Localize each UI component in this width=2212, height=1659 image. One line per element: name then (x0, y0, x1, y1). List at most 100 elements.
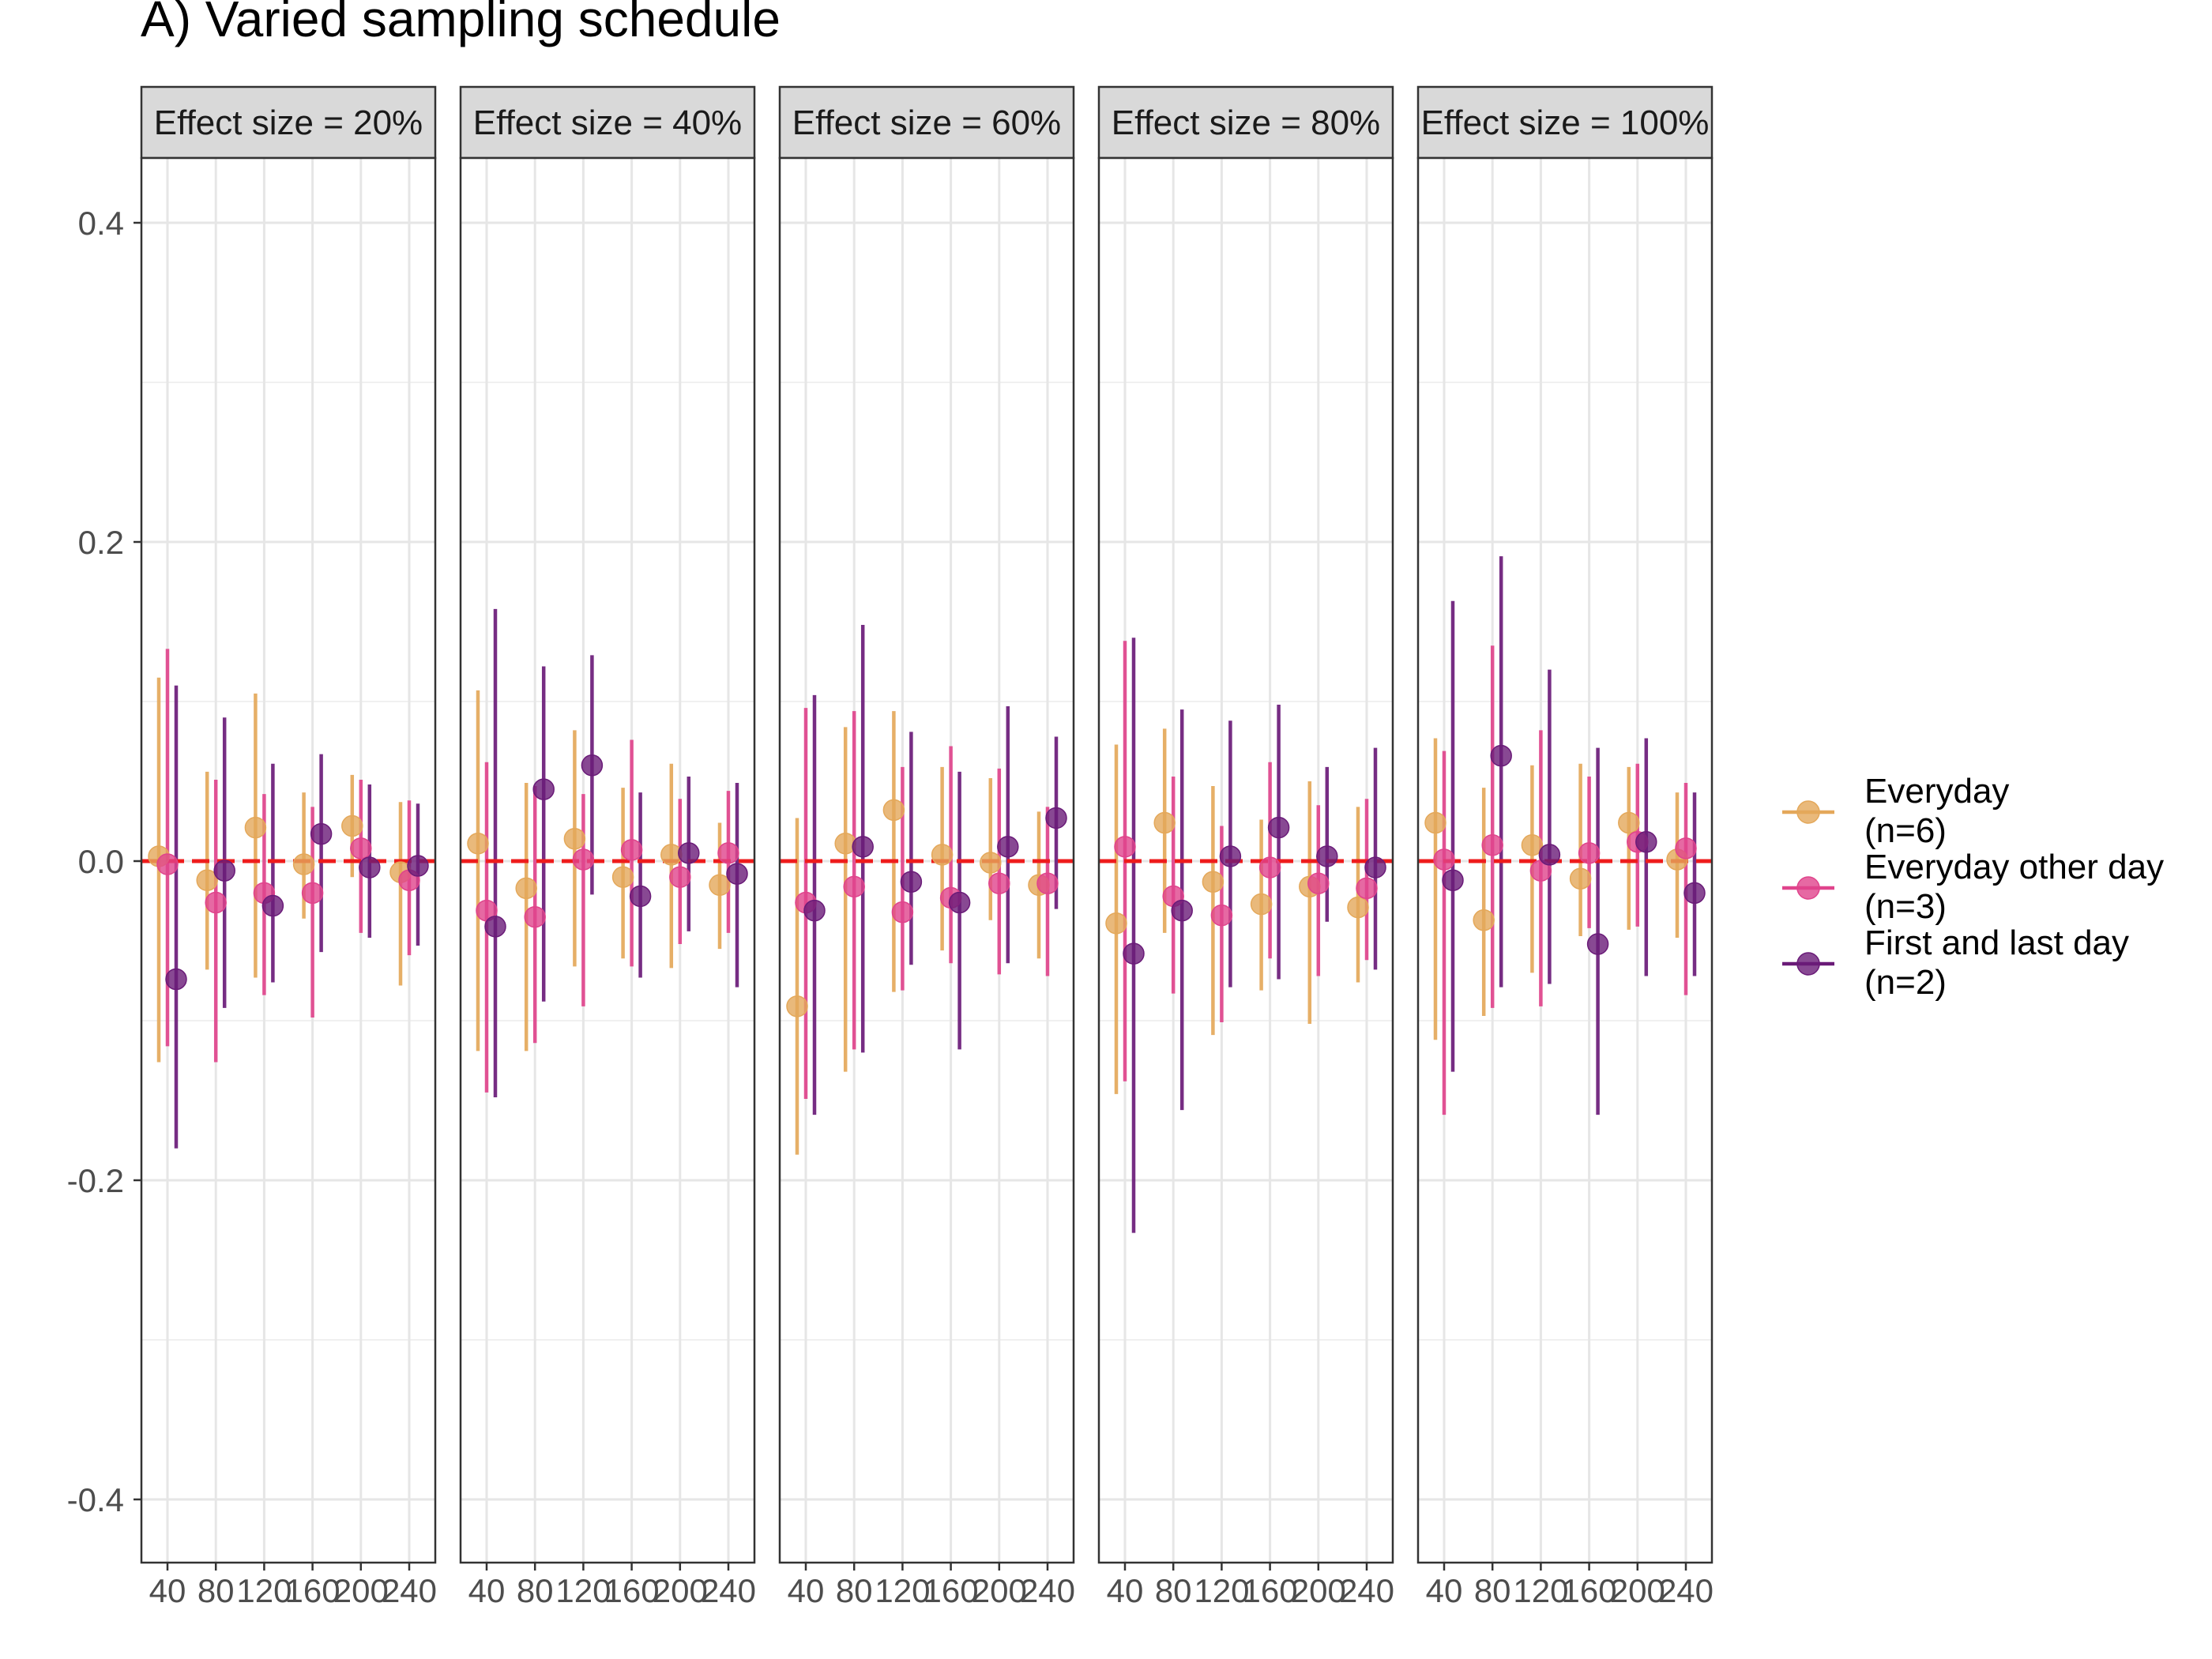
point-first-and-last-day (484, 916, 506, 938)
x-tick-label: 120 (875, 1572, 930, 1609)
x-tick-label: 240 (1020, 1572, 1075, 1609)
point-first-and-last-day (407, 855, 429, 877)
x-tick-label: 40 (468, 1572, 506, 1609)
x-tick-label: 240 (1339, 1572, 1394, 1609)
point-everyday (196, 869, 218, 891)
x-tick-label: 80 (198, 1572, 235, 1609)
point-first-and-last-day (852, 836, 874, 858)
point-everyday (515, 877, 537, 900)
point-first-and-last-day (1364, 856, 1386, 878)
x-tick-label: 120 (555, 1572, 611, 1609)
x-tick-label: 120 (1194, 1572, 1249, 1609)
point-everyday (882, 799, 905, 822)
x-tick-label: 160 (1243, 1572, 1298, 1609)
x-tick-label: 240 (701, 1572, 756, 1609)
point-everyday (292, 853, 315, 875)
facet-border (1097, 156, 1394, 1564)
point-everyday-other-day (669, 866, 691, 888)
point-first-and-last-day (1490, 744, 1512, 767)
point-everyday (611, 866, 634, 888)
legend-key-point-everyday-other-day (1796, 876, 1820, 900)
point-first-and-last-day (997, 836, 1019, 858)
legend-label-first-and-last-day: First and last day (1864, 924, 2129, 962)
point-first-and-last-day (1219, 845, 1242, 867)
facet-strip-label: Effect size = 60% (792, 103, 1061, 142)
point-everyday-other-day (524, 905, 546, 928)
point-everyday (1105, 912, 1127, 935)
point-first-and-last-day (629, 885, 652, 908)
point-everyday-other-day (843, 875, 865, 898)
facet-data (141, 649, 435, 1149)
point-everyday-other-day (572, 848, 595, 871)
point-first-and-last-day (803, 899, 826, 922)
facet-border (459, 156, 756, 1564)
y-tick-label: 0.4 (78, 205, 124, 242)
legend-label-everyday: Everyday (1864, 772, 2009, 811)
point-first-and-last-day (1045, 807, 1067, 830)
point-first-and-last-day (1538, 844, 1561, 866)
x-tick-label: 80 (1155, 1572, 1192, 1609)
point-first-and-last-day (726, 863, 748, 885)
point-first-and-last-day (1635, 831, 1657, 853)
point-everyday-other-day (1114, 836, 1136, 858)
facet-data (1418, 556, 1712, 1115)
legend-n-everyday-other-day: (n=3) (1864, 887, 1947, 926)
point-everyday (709, 874, 731, 897)
point-everyday (1202, 871, 1224, 893)
point-everyday-other-day (1258, 856, 1281, 878)
facet-border (1416, 156, 1714, 1564)
point-everyday (563, 827, 586, 850)
x-tick-label: 200 (653, 1572, 708, 1609)
point-everyday-other-day (1036, 872, 1059, 895)
facet-border (778, 156, 1075, 1564)
point-everyday-other-day (156, 853, 179, 875)
x-tick-label: 200 (972, 1572, 1027, 1609)
point-everyday (786, 995, 808, 1018)
point-everyday-other-day (205, 891, 227, 914)
point-everyday-other-day (1307, 872, 1330, 895)
x-tick-label: 40 (1107, 1572, 1144, 1609)
facet-data (780, 625, 1074, 1155)
legend-key-point-everyday (1796, 800, 1820, 824)
facet-strip-label: Effect size = 40% (473, 103, 742, 142)
point-first-and-last-day (1267, 816, 1290, 839)
facet-panels: Effect size = 20%40 80 120160200240Effect … (140, 85, 1714, 1609)
legend-label-everyday-other-day: Everyday other day (1864, 848, 2164, 886)
point-everyday (1153, 811, 1176, 834)
point-everyday-other-day (717, 842, 739, 864)
point-everyday (1521, 834, 1544, 856)
x-tick-label: 160 (604, 1572, 660, 1609)
point-everyday-other-day (620, 839, 643, 861)
point-first-and-last-day (532, 778, 555, 800)
facet-strip (1097, 85, 1394, 160)
point-first-and-last-day (1683, 882, 1706, 905)
chart-title: A) Varied sampling schedule (141, 0, 781, 47)
legend-n-everyday: (n=6) (1864, 811, 1947, 850)
point-everyday (1618, 811, 1640, 834)
point-everyday-other-day (1481, 834, 1503, 856)
facet-strip-label: Effect size = 20% (154, 103, 423, 142)
x-tick-label: 80 (517, 1572, 554, 1609)
point-everyday-other-day (1433, 848, 1455, 871)
point-first-and-last-day (1123, 942, 1145, 965)
point-everyday-other-day (1356, 877, 1378, 900)
y-tick-label: -0.4 (67, 1481, 124, 1518)
x-tick-label: 200 (1291, 1572, 1346, 1609)
point-everyday (931, 844, 954, 866)
facet-strip (459, 85, 756, 160)
point-everyday (341, 814, 363, 837)
x-tick-label: 240 (382, 1572, 437, 1609)
facet-strip (778, 85, 1075, 160)
x-tick-label: 200 (1610, 1572, 1665, 1609)
x-tick-label: 120 (236, 1572, 292, 1609)
y-tick-label: -0.2 (67, 1162, 124, 1199)
point-first-and-last-day (900, 871, 923, 893)
x-tick-label: 40 (1426, 1572, 1463, 1609)
point-first-and-last-day (1442, 869, 1464, 891)
